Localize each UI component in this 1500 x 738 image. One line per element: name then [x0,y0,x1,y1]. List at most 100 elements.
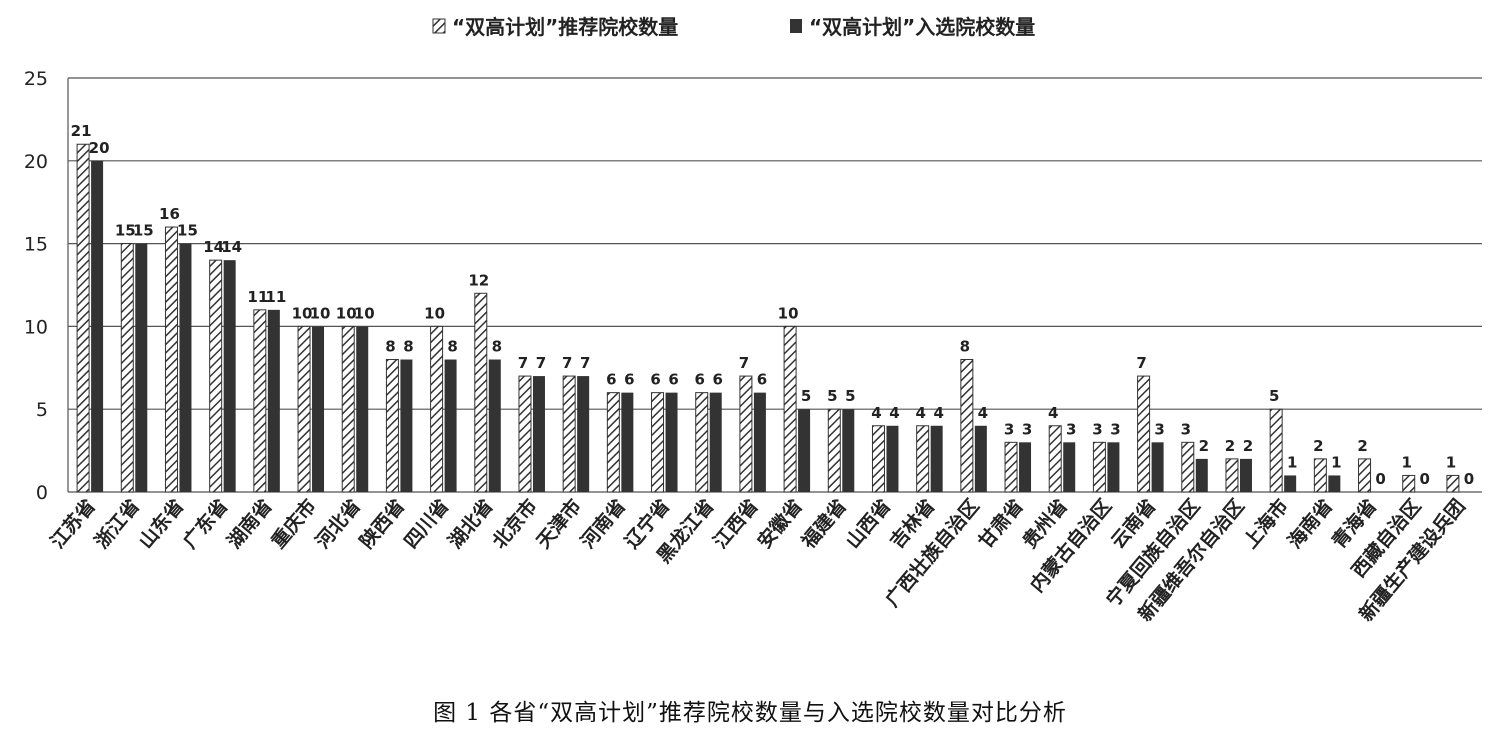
bar-recommended [297,325,311,493]
data-label-recommended: 7 [518,354,528,372]
data-label-recommended: 16 [159,205,180,223]
data-label-selected: 7 [536,354,546,372]
bar-recommended [120,243,134,493]
y-tick-label: 10 [24,316,48,338]
bar-selected [577,376,590,492]
bar-recommended [1048,425,1062,493]
data-label-recommended: 4 [871,404,881,422]
bar-selected [930,425,943,492]
bars [76,143,1460,493]
x-category-label: 江苏省 [46,494,100,552]
legend-label-recommended: “双高计划”推荐院校数量 [452,15,678,39]
bar-selected [1151,442,1164,492]
data-label-selected: 7 [580,354,590,372]
data-label-selected: 0 [1464,470,1474,488]
bar-selected [267,309,280,492]
bar-recommended [164,226,178,493]
data-label-selected: 5 [801,387,811,405]
data-label-recommended: 10 [336,304,357,322]
bar-recommended [1269,408,1283,493]
bar-selected [356,326,369,492]
data-label-recommended: 4 [1048,404,1058,422]
data-label-selected: 1 [1331,453,1341,471]
bar-recommended [385,359,399,493]
bar-recommended [1358,458,1372,493]
x-category-label: 山西省 [842,495,896,553]
data-label-selected: 20 [89,139,110,157]
data-label-recommended: 1 [1446,453,1456,471]
data-label-selected: 4 [889,404,899,422]
bar-recommended [916,425,930,493]
x-category-label: 湖南省 [223,495,277,553]
y-axis-ticks: 0 5 10 15 20 25 [24,68,48,504]
x-category-label: 上海市 [1239,494,1293,552]
bar-selected [798,409,811,492]
data-label-recommended: 10 [778,304,799,322]
data-label-selected: 8 [447,338,457,356]
data-label-recommended: 3 [1092,420,1102,438]
legend-swatch-recommended [432,18,446,34]
x-axis-categories: 江苏省浙江省山东省广东省湖南省重庆市河北省陕西省四川省湖北省北京市天津市河南省辽… [46,494,1470,625]
bar-recommended [739,375,753,493]
bar-selected [1107,442,1120,492]
bar-selected [1284,475,1297,492]
bar-selected [91,160,104,493]
bar-selected [532,376,545,492]
data-label-selected: 3 [1022,420,1032,438]
data-label-recommended: 5 [1269,387,1279,405]
bar-selected [312,326,325,492]
legend-swatch-selected [790,19,802,33]
data-label-recommended: 8 [960,338,970,356]
data-label-recommended: 2 [1357,437,1367,455]
bar-selected [179,243,192,492]
data-label-recommended: 14 [203,238,224,256]
data-label-recommended: 1 [1402,453,1412,471]
data-label-recommended: 5 [827,387,837,405]
bar-selected [1239,458,1252,492]
bar-recommended [253,309,267,493]
bar-recommended [651,392,665,493]
data-label-recommended: 21 [71,122,92,140]
bar-selected [223,260,236,492]
data-label-recommended: 4 [915,404,925,422]
x-category-label: 广东省 [178,494,232,552]
bar-selected [753,392,766,492]
data-label-selected: 6 [668,371,678,389]
bar-selected [709,392,722,492]
bar-recommended [827,408,841,493]
data-label-selected: 3 [1110,420,1120,438]
y-tick-label: 15 [24,234,48,256]
bar-recommended [209,259,223,493]
bar-recommended [1225,458,1239,493]
y-tick-label: 0 [36,482,48,504]
data-label-selected: 2 [1199,437,1209,455]
x-category-label: 山东省 [134,494,188,552]
bar-recommended [76,143,90,493]
bar-selected [135,243,148,492]
data-label-selected: 8 [403,338,413,356]
bar-selected [621,392,634,492]
bar-recommended [695,392,709,493]
x-category-label: 湖北省 [444,495,498,553]
data-label-recommended: 15 [115,222,136,240]
bar-recommended [562,375,576,493]
data-label-selected: 3 [1154,420,1164,438]
bar-recommended [1181,441,1195,493]
x-category-label: 四川省 [400,495,454,553]
x-category-label: 福建省 [796,494,851,553]
bar-selected [1019,442,1032,492]
data-label-recommended: 3 [1004,420,1014,438]
x-category-label: 甘肃省 [974,494,1028,552]
data-label-recommended: 8 [385,338,395,356]
data-label-recommended: 6 [695,371,705,389]
bar-recommended [783,325,797,493]
data-label-recommended: 10 [424,304,445,322]
x-category-label: 浙江省 [90,494,144,552]
bar-recommended [1446,474,1460,493]
bar-selected [665,392,678,492]
x-category-label: 重庆市 [267,494,321,552]
bar-recommended [1402,474,1416,493]
data-label-selected: 11 [265,288,286,306]
